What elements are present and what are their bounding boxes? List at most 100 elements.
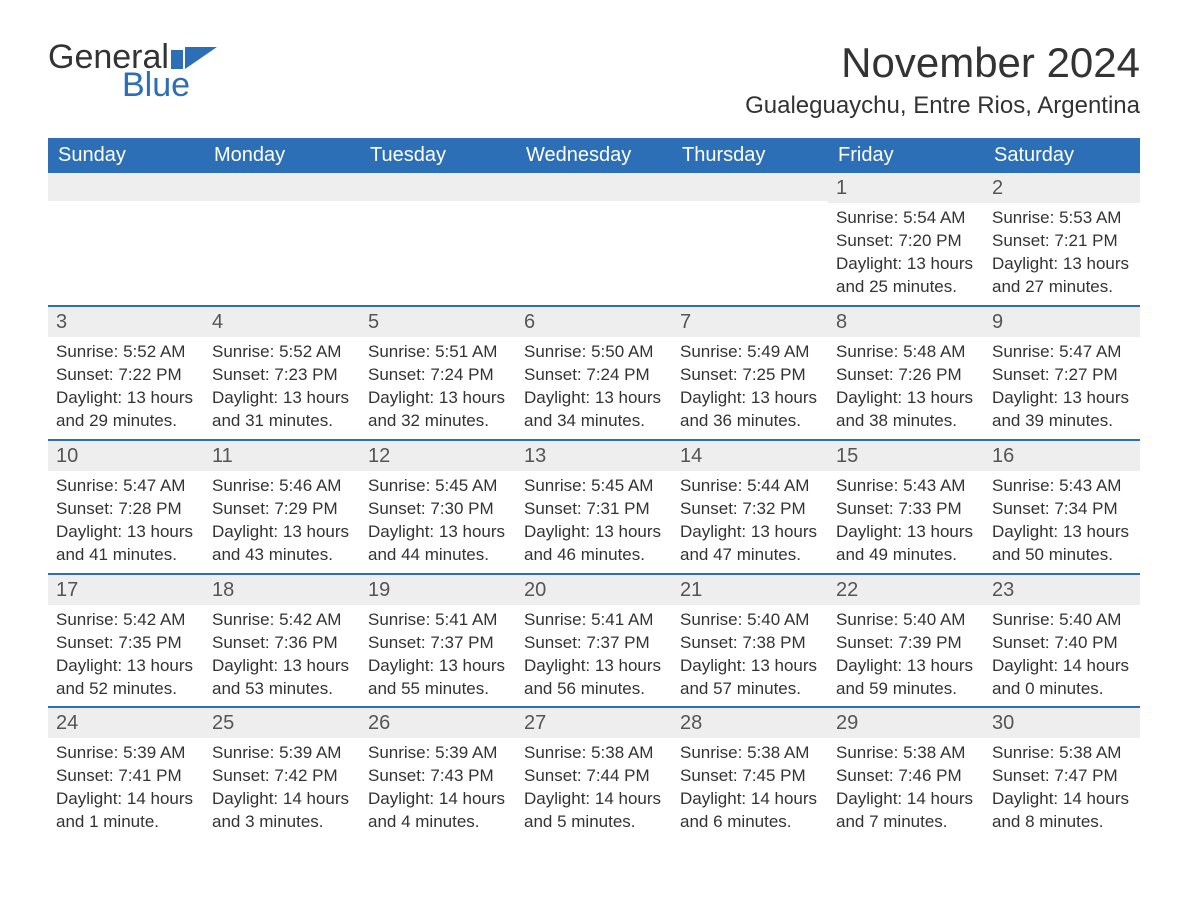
calendar-day: 1Sunrise: 5:54 AMSunset: 7:20 PMDaylight… xyxy=(828,173,984,305)
day-number: 8 xyxy=(828,307,984,337)
daylight-text: Daylight: 13 hours and 56 minutes. xyxy=(524,655,664,701)
sunrise-text: Sunrise: 5:42 AM xyxy=(56,609,196,632)
sunrise-text: Sunrise: 5:40 AM xyxy=(992,609,1132,632)
calendar-day: 21Sunrise: 5:40 AMSunset: 7:38 PMDayligh… xyxy=(672,575,828,707)
sunset-text: Sunset: 7:23 PM xyxy=(212,364,352,387)
day-details: Sunrise: 5:47 AMSunset: 7:27 PMDaylight:… xyxy=(984,337,1140,439)
calendar-day: 26Sunrise: 5:39 AMSunset: 7:43 PMDayligh… xyxy=(360,708,516,840)
daylight-text: Daylight: 13 hours and 50 minutes. xyxy=(992,521,1132,567)
sunrise-text: Sunrise: 5:45 AM xyxy=(368,475,508,498)
day-details: Sunrise: 5:40 AMSunset: 7:39 PMDaylight:… xyxy=(828,605,984,707)
calendar-day: 25Sunrise: 5:39 AMSunset: 7:42 PMDayligh… xyxy=(204,708,360,840)
day-details: Sunrise: 5:45 AMSunset: 7:30 PMDaylight:… xyxy=(360,471,516,573)
weeks-container: 1Sunrise: 5:54 AMSunset: 7:20 PMDaylight… xyxy=(48,173,1140,840)
calendar-day: 9Sunrise: 5:47 AMSunset: 7:27 PMDaylight… xyxy=(984,307,1140,439)
day-details: Sunrise: 5:44 AMSunset: 7:32 PMDaylight:… xyxy=(672,471,828,573)
day-number: 6 xyxy=(516,307,672,337)
day-number: 12 xyxy=(360,441,516,471)
day-number xyxy=(360,173,516,201)
sunrise-text: Sunrise: 5:45 AM xyxy=(524,475,664,498)
calendar-day: 19Sunrise: 5:41 AMSunset: 7:37 PMDayligh… xyxy=(360,575,516,707)
day-details: Sunrise: 5:38 AMSunset: 7:44 PMDaylight:… xyxy=(516,738,672,840)
sunset-text: Sunset: 7:34 PM xyxy=(992,498,1132,521)
calendar-week: 10Sunrise: 5:47 AMSunset: 7:28 PMDayligh… xyxy=(48,439,1140,573)
calendar-day: 4Sunrise: 5:52 AMSunset: 7:23 PMDaylight… xyxy=(204,307,360,439)
day-details: Sunrise: 5:51 AMSunset: 7:24 PMDaylight:… xyxy=(360,337,516,439)
daylight-text: Daylight: 13 hours and 32 minutes. xyxy=(368,387,508,433)
day-number: 3 xyxy=(48,307,204,337)
day-number: 28 xyxy=(672,708,828,738)
sunrise-text: Sunrise: 5:41 AM xyxy=(524,609,664,632)
day-number: 24 xyxy=(48,708,204,738)
daylight-text: Daylight: 13 hours and 43 minutes. xyxy=(212,521,352,567)
calendar-grid: SundayMondayTuesdayWednesdayThursdayFrid… xyxy=(48,138,1140,840)
day-details: Sunrise: 5:38 AMSunset: 7:47 PMDaylight:… xyxy=(984,738,1140,840)
sunset-text: Sunset: 7:24 PM xyxy=(524,364,664,387)
generalblue-logo: General Blue xyxy=(48,40,217,101)
sunset-text: Sunset: 7:39 PM xyxy=(836,632,976,655)
day-details: Sunrise: 5:39 AMSunset: 7:43 PMDaylight:… xyxy=(360,738,516,840)
sunrise-text: Sunrise: 5:50 AM xyxy=(524,341,664,364)
sunset-text: Sunset: 7:40 PM xyxy=(992,632,1132,655)
day-details: Sunrise: 5:41 AMSunset: 7:37 PMDaylight:… xyxy=(516,605,672,707)
sunset-text: Sunset: 7:37 PM xyxy=(368,632,508,655)
sunset-text: Sunset: 7:37 PM xyxy=(524,632,664,655)
day-number: 26 xyxy=(360,708,516,738)
day-number: 27 xyxy=(516,708,672,738)
day-details: Sunrise: 5:50 AMSunset: 7:24 PMDaylight:… xyxy=(516,337,672,439)
sunset-text: Sunset: 7:41 PM xyxy=(56,765,196,788)
daylight-text: Daylight: 14 hours and 7 minutes. xyxy=(836,788,976,834)
day-details: Sunrise: 5:54 AMSunset: 7:20 PMDaylight:… xyxy=(828,203,984,305)
calendar-week: 3Sunrise: 5:52 AMSunset: 7:22 PMDaylight… xyxy=(48,305,1140,439)
calendar-day: 6Sunrise: 5:50 AMSunset: 7:24 PMDaylight… xyxy=(516,307,672,439)
weekday-header: Tuesday xyxy=(360,138,516,173)
day-number: 10 xyxy=(48,441,204,471)
weekday-header: Saturday xyxy=(984,138,1140,173)
daylight-text: Daylight: 13 hours and 39 minutes. xyxy=(992,387,1132,433)
weekday-header: Sunday xyxy=(48,138,204,173)
calendar-day: 13Sunrise: 5:45 AMSunset: 7:31 PMDayligh… xyxy=(516,441,672,573)
day-details: Sunrise: 5:41 AMSunset: 7:37 PMDaylight:… xyxy=(360,605,516,707)
day-details: Sunrise: 5:38 AMSunset: 7:45 PMDaylight:… xyxy=(672,738,828,840)
sunset-text: Sunset: 7:32 PM xyxy=(680,498,820,521)
daylight-text: Daylight: 13 hours and 57 minutes. xyxy=(680,655,820,701)
month-title: November 2024 xyxy=(745,40,1140,86)
daylight-text: Daylight: 14 hours and 5 minutes. xyxy=(524,788,664,834)
weekday-header: Friday xyxy=(828,138,984,173)
sunrise-text: Sunrise: 5:47 AM xyxy=(992,341,1132,364)
calendar-day: 12Sunrise: 5:45 AMSunset: 7:30 PMDayligh… xyxy=(360,441,516,573)
sunset-text: Sunset: 7:31 PM xyxy=(524,498,664,521)
calendar-day: 8Sunrise: 5:48 AMSunset: 7:26 PMDaylight… xyxy=(828,307,984,439)
sunrise-text: Sunrise: 5:48 AM xyxy=(836,341,976,364)
title-block: November 2024 Gualeguaychu, Entre Rios, … xyxy=(745,40,1140,120)
location-subtitle: Gualeguaychu, Entre Rios, Argentina xyxy=(745,92,1140,120)
daylight-text: Daylight: 13 hours and 55 minutes. xyxy=(368,655,508,701)
day-details: Sunrise: 5:38 AMSunset: 7:46 PMDaylight:… xyxy=(828,738,984,840)
daylight-text: Daylight: 13 hours and 41 minutes. xyxy=(56,521,196,567)
calendar-day: 30Sunrise: 5:38 AMSunset: 7:47 PMDayligh… xyxy=(984,708,1140,840)
day-number: 9 xyxy=(984,307,1140,337)
daylight-text: Daylight: 14 hours and 1 minute. xyxy=(56,788,196,834)
sunset-text: Sunset: 7:45 PM xyxy=(680,765,820,788)
day-number xyxy=(516,173,672,201)
calendar-day: 22Sunrise: 5:40 AMSunset: 7:39 PMDayligh… xyxy=(828,575,984,707)
daylight-text: Daylight: 13 hours and 52 minutes. xyxy=(56,655,196,701)
calendar-day: 11Sunrise: 5:46 AMSunset: 7:29 PMDayligh… xyxy=(204,441,360,573)
calendar-day: 16Sunrise: 5:43 AMSunset: 7:34 PMDayligh… xyxy=(984,441,1140,573)
day-number: 11 xyxy=(204,441,360,471)
sunrise-text: Sunrise: 5:40 AM xyxy=(836,609,976,632)
sunset-text: Sunset: 7:33 PM xyxy=(836,498,976,521)
day-number: 4 xyxy=(204,307,360,337)
calendar-day-empty xyxy=(48,173,204,305)
daylight-text: Daylight: 14 hours and 3 minutes. xyxy=(212,788,352,834)
calendar-week: 24Sunrise: 5:39 AMSunset: 7:41 PMDayligh… xyxy=(48,706,1140,840)
day-number: 13 xyxy=(516,441,672,471)
day-details: Sunrise: 5:40 AMSunset: 7:38 PMDaylight:… xyxy=(672,605,828,707)
calendar-day: 24Sunrise: 5:39 AMSunset: 7:41 PMDayligh… xyxy=(48,708,204,840)
sunset-text: Sunset: 7:44 PM xyxy=(524,765,664,788)
weekday-header: Thursday xyxy=(672,138,828,173)
day-number: 14 xyxy=(672,441,828,471)
sunrise-text: Sunrise: 5:40 AM xyxy=(680,609,820,632)
sunset-text: Sunset: 7:28 PM xyxy=(56,498,196,521)
sunrise-text: Sunrise: 5:39 AM xyxy=(212,742,352,765)
